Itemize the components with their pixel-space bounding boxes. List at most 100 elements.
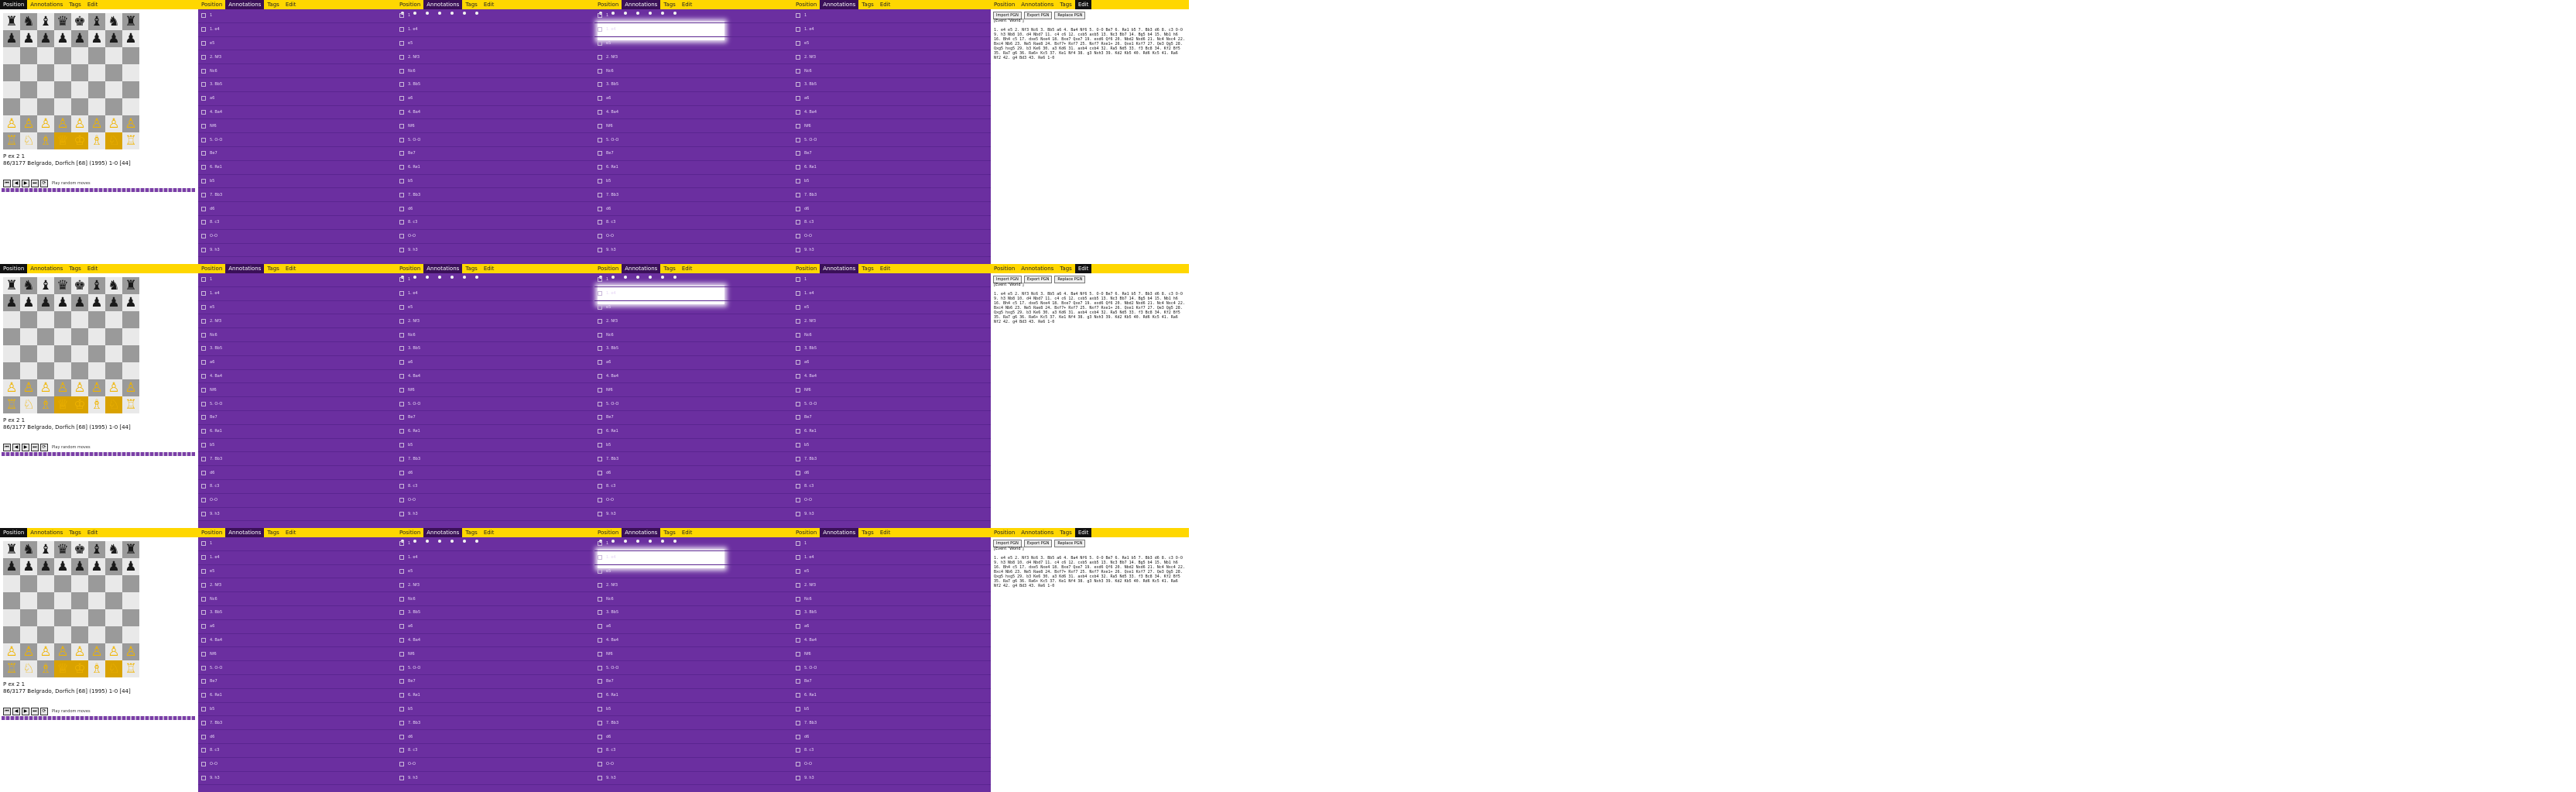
board-square[interactable]: ♟ [20, 294, 37, 311]
move-row[interactable]: 9. h3 [793, 772, 991, 786]
toolbar-dot-icon[interactable] [649, 276, 652, 279]
tab-annotations[interactable]: Annotations [30, 2, 63, 8]
tab-edit[interactable]: Edit [681, 266, 693, 272]
move-row[interactable]: 4. Ba4 [198, 634, 396, 648]
move-row[interactable]: 5. O-O [793, 397, 991, 411]
chess-piece[interactable]: ♜ [125, 278, 137, 293]
toolbar-dot-icon[interactable] [438, 12, 441, 15]
random-moves-label[interactable]: Play random moves [52, 181, 91, 186]
move-row[interactable]: 8. c3 [396, 744, 594, 758]
board-square[interactable] [71, 81, 88, 98]
move-row[interactable]: 3. Bb5 [396, 78, 594, 92]
board-square[interactable]: ♟ [3, 294, 20, 311]
move-row[interactable]: 5. O-O [396, 397, 594, 411]
board-square[interactable]: ♘ [105, 396, 122, 413]
tab-edit[interactable]: Edit [483, 2, 495, 8]
toolbar-dot-icon[interactable] [438, 540, 441, 543]
board-square[interactable]: ♚ [71, 541, 88, 558]
board-square[interactable] [20, 328, 37, 345]
toolbar-dot-icon[interactable] [599, 276, 602, 279]
tab-edit[interactable]: Edit [681, 2, 693, 8]
tab-annotations[interactable]: Annotations [225, 0, 265, 9]
move-row[interactable]: 2. Nf3 [594, 50, 793, 65]
board-square[interactable]: ♜ [122, 277, 139, 294]
chess-piece[interactable]: ♖ [125, 397, 137, 413]
move-row[interactable]: 1 [594, 273, 793, 287]
move-row[interactable]: 6. Re1 [198, 161, 396, 175]
toolbar-dot-icon[interactable] [438, 276, 441, 279]
tab-edit[interactable]: Edit [285, 530, 296, 536]
toolbar-dot-icon[interactable] [463, 276, 466, 279]
import-pgn-button[interactable]: Import PGN [993, 276, 1022, 283]
board-square[interactable]: ♟ [3, 558, 20, 575]
tab-edit[interactable]: Edit [1074, 528, 1092, 537]
board-square[interactable]: ♟ [105, 558, 122, 575]
board-square[interactable]: ♜ [122, 541, 139, 558]
board-square[interactable] [3, 64, 20, 81]
move-row[interactable]: Nc6 [198, 592, 396, 606]
tab-edit[interactable]: Edit [87, 266, 98, 272]
board-square[interactable] [3, 98, 20, 115]
move-row[interactable]: Be7 [594, 411, 793, 425]
pgn-text[interactable]: 1. e4 e5 2. Nf3 Nc6 3. Bb5 a6 4. Ba4 Nf6… [994, 556, 1185, 588]
tab-position[interactable]: Position [399, 2, 421, 8]
move-row[interactable]: Nc6 [198, 328, 396, 342]
board-square[interactable]: ♙ [3, 115, 20, 132]
board-square[interactable]: ♙ [37, 115, 54, 132]
last-move-button[interactable]: ⏭ [31, 180, 39, 187]
board-square[interactable] [105, 328, 122, 345]
move-row[interactable]: O-O [594, 230, 793, 244]
board-square[interactable]: ♗ [37, 396, 54, 413]
move-row[interactable]: Nf6 [198, 383, 396, 398]
move-row[interactable]: 1 [396, 537, 594, 551]
board-square[interactable]: ♖ [3, 660, 20, 677]
move-row[interactable]: 9. h3 [793, 244, 991, 258]
board-square[interactable] [54, 575, 71, 592]
tab-tags[interactable]: Tags [1060, 266, 1072, 272]
board-square[interactable]: ♟ [20, 30, 37, 47]
board-square[interactable] [20, 609, 37, 626]
chess-piece[interactable]: ♝ [91, 278, 103, 293]
chess-piece[interactable]: ♘ [22, 397, 35, 413]
chess-piece[interactable]: ♟ [39, 31, 52, 46]
board-square[interactable] [122, 81, 139, 98]
board-square[interactable] [20, 311, 37, 328]
move-row[interactable]: Be7 [594, 147, 793, 161]
board-square[interactable] [122, 592, 139, 609]
board-square[interactable] [105, 575, 122, 592]
move-row[interactable]: 8. c3 [793, 480, 991, 494]
move-row[interactable]: 1. e4 [793, 551, 991, 565]
move-row[interactable]: 3. Bb5 [198, 606, 396, 620]
chess-piece[interactable]: ♘ [108, 661, 120, 677]
toolbar-dot-icon[interactable] [673, 540, 677, 543]
tab-edit[interactable]: Edit [879, 530, 891, 536]
move-row[interactable]: Nf6 [396, 647, 594, 662]
board-square[interactable] [20, 81, 37, 98]
chess-piece[interactable]: ♟ [108, 559, 120, 574]
board-square[interactable]: ♟ [71, 294, 88, 311]
game-progress-bar[interactable] [2, 188, 195, 192]
tab-tags[interactable]: Tags [465, 530, 478, 536]
tab-position[interactable]: Position [796, 2, 817, 8]
prev-move-button[interactable]: ◀ [12, 180, 20, 187]
chess-piece[interactable]: ♚ [74, 542, 86, 557]
board-square[interactable]: ♜ [3, 541, 20, 558]
board-square[interactable]: ♙ [54, 379, 71, 396]
board-square[interactable] [54, 609, 71, 626]
board-square[interactable]: ♙ [54, 643, 71, 660]
board-square[interactable] [3, 362, 20, 379]
toolbar-dot-icon[interactable] [426, 540, 429, 543]
board-square[interactable]: ♗ [88, 660, 105, 677]
chess-piece[interactable]: ♙ [22, 644, 35, 660]
board-square[interactable] [88, 328, 105, 345]
move-row[interactable]: 4. Ba4 [594, 370, 793, 384]
board-square[interactable] [88, 609, 105, 626]
board-square[interactable] [88, 47, 105, 64]
move-row[interactable]: 3. Bb5 [793, 606, 991, 620]
toolbar-dot-icon[interactable] [611, 12, 615, 15]
chess-piece[interactable]: ♛ [57, 278, 69, 293]
board-square[interactable]: ♝ [37, 277, 54, 294]
move-row[interactable]: b5 [198, 703, 396, 717]
move-row[interactable]: Nf6 [594, 647, 793, 662]
board-square[interactable] [54, 311, 71, 328]
